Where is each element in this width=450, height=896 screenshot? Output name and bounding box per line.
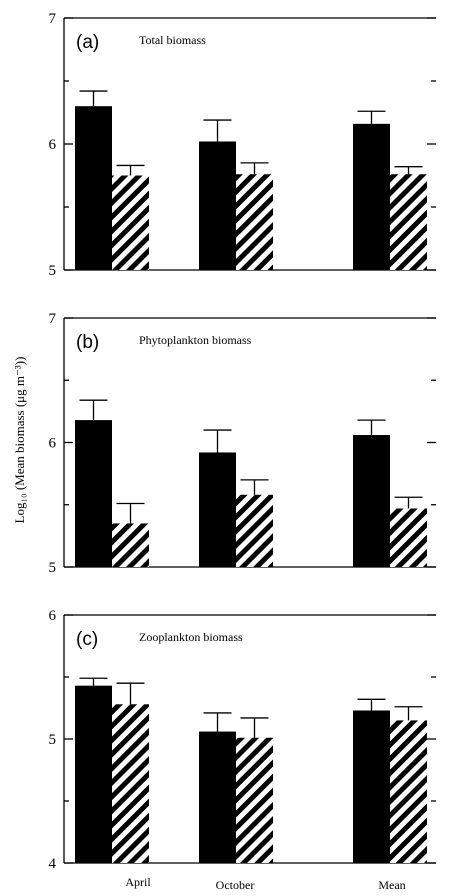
panels: 5 6 7 (a) Total biomass 5 6 7 (b) Phytoplankton b… xyxy=(49,11,436,892)
solid-bar xyxy=(199,141,236,270)
y-tick-label: 6 xyxy=(49,608,57,624)
solid-bar xyxy=(75,106,112,270)
hatched-bar xyxy=(390,508,427,567)
panel-2: 5 6 7 (b) Phytoplankton biomass xyxy=(49,311,436,576)
hatched-bar xyxy=(236,174,273,270)
hatched-bar xyxy=(236,737,273,863)
panel-title: Total biomass xyxy=(139,33,206,47)
solid-bar xyxy=(353,710,390,863)
solid-bar xyxy=(199,452,236,567)
y-tick-label: 7 xyxy=(49,311,57,327)
y-tick-label: 5 xyxy=(49,263,57,279)
y-tick-label: 7 xyxy=(49,11,57,27)
y-tick-label: 4 xyxy=(49,856,57,872)
panel-3: 4 5 6 (c) Zooplankton biomass April October Mea… xyxy=(49,608,436,892)
hatched-bar xyxy=(112,704,149,863)
solid-bar xyxy=(353,123,390,270)
solid-bar xyxy=(75,420,112,567)
x-category-label: October xyxy=(216,878,255,892)
y-tick-label: 6 xyxy=(49,137,57,153)
y-tick-label: 5 xyxy=(49,560,57,576)
panel-1: 5 6 7 (a) Total biomass xyxy=(49,11,436,279)
solid-bar xyxy=(199,731,236,863)
x-category-label: Mean xyxy=(378,878,405,892)
x-category-label: April xyxy=(125,875,151,889)
panel-title: Zooplankton biomass xyxy=(139,630,243,644)
y-tick-label: 5 xyxy=(49,732,57,748)
y-axis-label: Log₁₀ (Mean biomass (μg m⁻³)) xyxy=(12,357,27,524)
hatched-bar xyxy=(112,175,149,270)
solid-bar xyxy=(353,435,390,567)
panel-label: (b) xyxy=(76,332,99,353)
hatched-bar xyxy=(390,720,427,863)
panel-label: (c) xyxy=(76,629,98,650)
hatched-bar xyxy=(390,174,427,270)
panel-title: Phytoplankton biomass xyxy=(139,333,252,347)
hatched-bar xyxy=(236,494,273,567)
hatched-bar xyxy=(112,523,149,567)
solid-bar xyxy=(75,685,112,863)
panel-label: (a) xyxy=(76,32,99,53)
y-tick-label: 6 xyxy=(49,436,57,452)
